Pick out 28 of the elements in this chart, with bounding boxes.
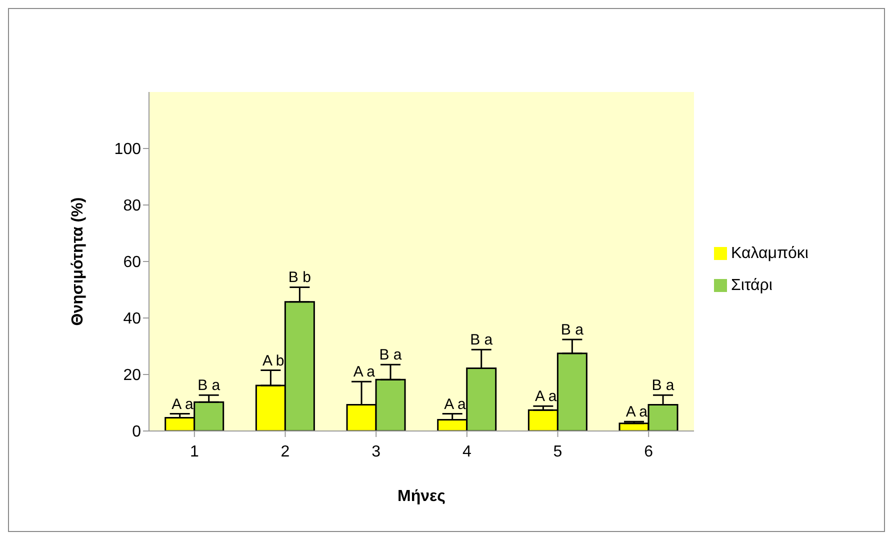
data-label: A b [262, 352, 284, 370]
legend-label: Καλαμπόκι [731, 245, 808, 262]
x-tick-label: 4 [462, 443, 472, 460]
x-tick-label: 2 [280, 443, 290, 460]
data-label: A a [353, 364, 376, 381]
y-tick-label: 100 [114, 141, 142, 158]
y-tick-label: 20 [123, 367, 142, 384]
x-tick-label: 6 [644, 443, 654, 460]
y-axis-title: Θνησιμότητα (%) [70, 197, 87, 326]
data-label: B a [652, 377, 675, 394]
data-label: A a [172, 396, 194, 413]
data-label: A a [444, 396, 467, 413]
y-tick-label: 80 [123, 198, 142, 215]
x-tick-label: 1 [190, 443, 199, 460]
x-axis-title: Μήνες [398, 488, 446, 505]
data-label: A a [534, 388, 558, 406]
y-tick-label: 0 [132, 424, 142, 441]
data-label: A a [626, 404, 648, 421]
x-tick-label: 3 [372, 443, 381, 460]
data-label: B b [288, 269, 311, 286]
y-tick-label: 60 [123, 254, 142, 272]
data-label: B a [560, 321, 584, 338]
data-label: B a [198, 377, 221, 394]
x-tick-label: 5 [553, 443, 562, 460]
data-label: B a [379, 346, 402, 364]
legend-label: Σιτάρι [731, 277, 772, 294]
data-label: B a [470, 332, 494, 349]
y-tick-label: 40 [123, 310, 142, 328]
